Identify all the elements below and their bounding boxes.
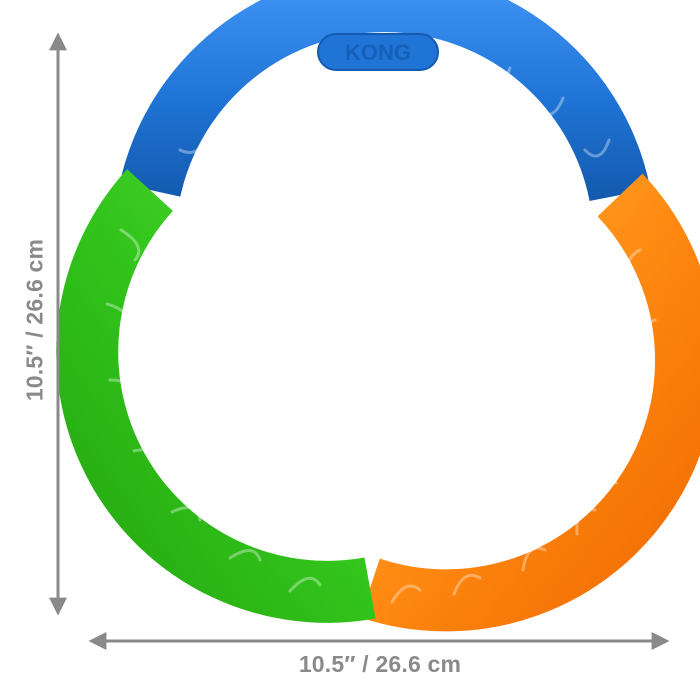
- blue-rope-segment: [119, 0, 651, 202]
- kong-logo: KONG: [317, 33, 439, 71]
- orange-rope-segment: [360, 173, 700, 632]
- rope-twist-highlights: [105, 52, 657, 604]
- height-dimension-label: 10.5″ / 26.6 cm: [21, 238, 48, 402]
- width-dimension-label: 10.5″ / 26.6 cm: [298, 651, 462, 677]
- green-rope-segment: [56, 169, 376, 623]
- ring-body: [56, 0, 700, 632]
- logo-text: KONG: [345, 40, 411, 65]
